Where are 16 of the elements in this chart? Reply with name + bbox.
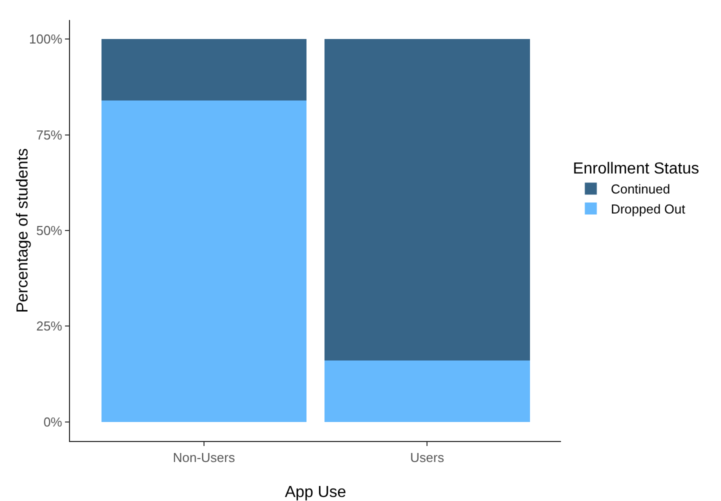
legend-label: Continued	[610, 182, 670, 197]
bar	[101, 100, 307, 422]
y-tick-label: 50%	[36, 223, 63, 238]
y-axis-title: Percentage of students	[14, 148, 32, 313]
x-axis-title: App Use	[284, 484, 346, 501]
x-tick-label: Users	[410, 450, 445, 465]
y-tick-label: 75%	[36, 127, 63, 142]
bar	[324, 39, 530, 361]
legend-title: Enrollment Status	[572, 160, 700, 178]
legend-label: Dropped Out	[610, 202, 686, 217]
y-tick-label: 0%	[43, 414, 63, 430]
bar	[101, 39, 307, 100]
x-tick-label: Non-Users	[172, 450, 236, 465]
y-tick-label: 100%	[29, 32, 63, 47]
bar	[324, 360, 530, 422]
y-tick-label: 25%	[36, 318, 63, 334]
